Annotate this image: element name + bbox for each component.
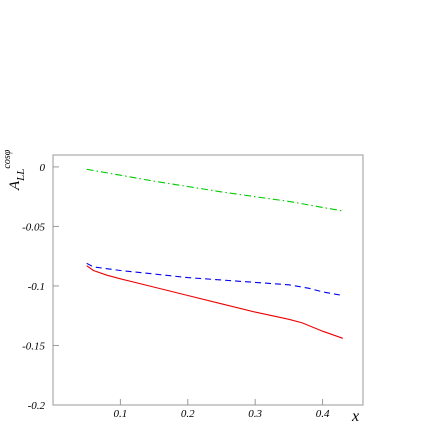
series-line-dash-dot bbox=[86, 168, 343, 212]
series-layer bbox=[86, 168, 343, 339]
y-axis-label-subscript: LL bbox=[15, 169, 27, 182]
plot-frame bbox=[52, 154, 364, 406]
series-line-solid bbox=[86, 265, 343, 339]
y-axis-ticks: 0 -0.05 -0.1 -0.15 -0.2 bbox=[22, 162, 59, 412]
y-tick-label: -0.2 bbox=[28, 400, 46, 412]
y-tick-label: -0.05 bbox=[22, 221, 45, 233]
x-tick-label: 0.1 bbox=[114, 408, 128, 420]
y-axis-label: ALLcosφ bbox=[2, 149, 27, 191]
y-axis-label-main: A bbox=[7, 180, 23, 191]
y-tick-label: 0 bbox=[40, 162, 46, 174]
y-tick-label: -0.1 bbox=[28, 281, 45, 293]
x-tick-label: 0.4 bbox=[316, 408, 330, 420]
series-line-dashed bbox=[86, 262, 343, 297]
x-axis-ticks: 0.1 0.2 0.3 0.4 bbox=[114, 399, 330, 420]
x-tick-label: 0.2 bbox=[181, 408, 195, 420]
y-tick-label: -0.15 bbox=[22, 340, 45, 352]
x-tick-label: 0.3 bbox=[248, 408, 262, 420]
x-axis-label: x bbox=[351, 408, 359, 425]
y-axis-label-superscript: cosφ bbox=[2, 149, 13, 168]
